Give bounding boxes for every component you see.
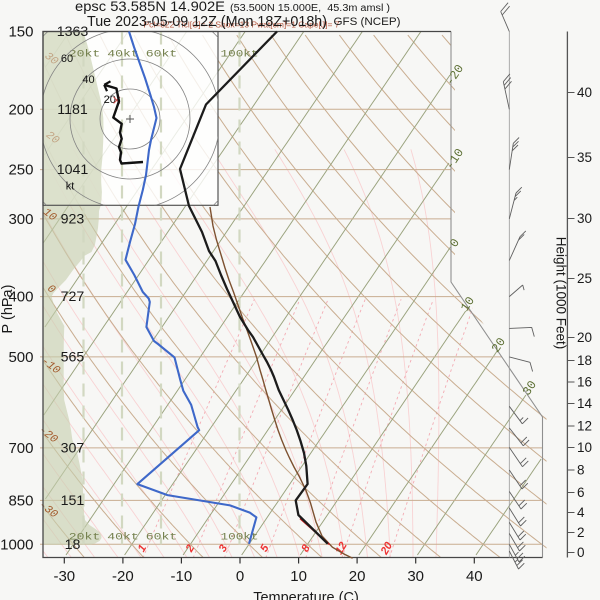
svg-text:12: 12 — [333, 540, 350, 557]
svg-text:700: 700 — [8, 440, 33, 457]
svg-text:20kt: 20kt — [69, 49, 101, 61]
svg-text:150: 150 — [8, 24, 33, 41]
svg-text:25: 25 — [577, 271, 592, 286]
svg-text:35: 35 — [577, 150, 592, 165]
svg-text:300: 300 — [8, 211, 33, 228]
svg-text:30: 30 — [577, 211, 592, 226]
svg-text:20kt: 20kt — [69, 532, 101, 544]
svg-text:1041: 1041 — [57, 162, 89, 178]
svg-text:400: 400 — [8, 289, 33, 306]
svg-text:(53.500N 15.000E, 45.3m amsl: (53.500N 15.000E, 45.3m amsl ) — [230, 3, 390, 14]
svg-text:30: 30 — [407, 568, 424, 585]
svg-text:250: 250 — [8, 162, 33, 179]
svg-text:Pcl=822 Tlcl[C]=-2 Shox=13 Pwa: Pcl=822 Tlcl[C]=-2 Shox=13 Pwat[cm]=1 Ca… — [144, 21, 340, 30]
svg-text:8: 8 — [577, 463, 585, 478]
svg-text:4: 4 — [577, 505, 585, 520]
svg-text:10: 10 — [577, 440, 592, 455]
svg-text:0: 0 — [236, 568, 244, 585]
svg-text:6: 6 — [577, 485, 585, 500]
svg-text:1000: 1000 — [0, 536, 33, 553]
svg-text:Temperature (C): Temperature (C) — [253, 590, 359, 600]
svg-text:2: 2 — [577, 525, 585, 540]
svg-text:40kt: 40kt — [107, 532, 139, 544]
svg-text:14: 14 — [577, 396, 593, 411]
svg-text:850: 850 — [8, 492, 33, 509]
svg-text:30: 30 — [520, 378, 540, 398]
svg-text:20: 20 — [489, 335, 509, 355]
svg-text:12: 12 — [577, 419, 592, 434]
svg-text:20: 20 — [577, 330, 592, 345]
svg-text:18: 18 — [65, 537, 81, 553]
svg-text:307: 307 — [61, 440, 85, 456]
svg-text:60: 60 — [61, 53, 73, 65]
svg-text:GFS (NCEP): GFS (NCEP) — [334, 16, 401, 28]
svg-text:-10: -10 — [171, 568, 193, 585]
svg-text:565: 565 — [61, 349, 85, 365]
svg-text:Height (1000 Feet): Height (1000 Feet) — [554, 237, 569, 350]
svg-text:10: 10 — [290, 568, 307, 585]
svg-text:kt: kt — [66, 180, 75, 192]
svg-text:1181: 1181 — [57, 102, 88, 118]
svg-text:-20: -20 — [112, 568, 134, 585]
svg-text:60kt: 60kt — [146, 49, 178, 61]
svg-text:Tue 2023-05-09 12Z (Mon 18Z+01: Tue 2023-05-09 12Z (Mon 18Z+018h) — [87, 14, 327, 30]
svg-text:P (hPa): P (hPa) — [0, 285, 16, 334]
svg-text:40: 40 — [466, 568, 483, 585]
svg-text:20: 20 — [104, 94, 116, 106]
svg-text:923: 923 — [61, 211, 85, 227]
svg-text:151: 151 — [61, 493, 85, 509]
svg-text:0: 0 — [577, 545, 585, 560]
svg-text:10: 10 — [458, 294, 478, 314]
svg-text:40kt: 40kt — [107, 49, 139, 61]
svg-text:727: 727 — [61, 289, 85, 305]
svg-text:epsc 53.585N 14.902E: epsc 53.585N 14.902E — [75, 0, 225, 14]
svg-text:16: 16 — [577, 375, 592, 390]
svg-text:500: 500 — [8, 349, 33, 366]
svg-text:1: 1 — [136, 543, 149, 554]
svg-text:100kt: 100kt — [221, 49, 259, 61]
svg-text:-30: -30 — [53, 568, 75, 585]
svg-text:200: 200 — [8, 101, 33, 118]
svg-text:40: 40 — [577, 85, 592, 100]
svg-text:20: 20 — [349, 568, 366, 585]
svg-text:18: 18 — [577, 353, 592, 368]
svg-text:60kt: 60kt — [146, 532, 178, 544]
svg-text:40: 40 — [82, 74, 94, 86]
svg-text:3: 3 — [217, 543, 230, 554]
